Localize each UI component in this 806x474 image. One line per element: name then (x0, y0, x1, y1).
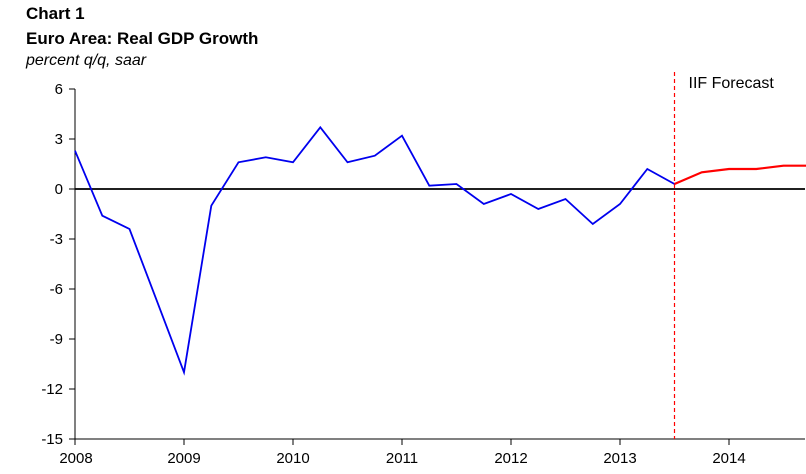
x-tick-label: 2012 (494, 450, 527, 467)
x-tick-label: 2010 (276, 450, 309, 467)
x-tick-label: 2011 (386, 450, 418, 467)
y-tick-label: 3 (55, 131, 63, 148)
y-tick-label: -3 (50, 231, 63, 248)
y-tick-label: -9 (50, 331, 63, 348)
series-line-actual (74, 125, 675, 376)
chart-subtitle: percent q/q, saar (26, 52, 147, 69)
chart-label: Chart 1 (26, 4, 85, 23)
forecast-annotation-label: IIF Forecast (689, 75, 775, 92)
series-lines-group (74, 125, 806, 376)
x-tick-label: 2014 (712, 450, 745, 467)
y-tick-label: 0 (55, 181, 63, 198)
y-tick-label: 6 (55, 81, 63, 98)
y-tick-label: -15 (41, 431, 63, 448)
chart-title: Euro Area: Real GDP Growth (26, 29, 259, 48)
y-tick-label: -12 (41, 381, 63, 398)
series-line-iif-forecast (674, 164, 806, 186)
y-tick-label: -6 (50, 281, 63, 298)
x-tick-label: 2009 (167, 450, 200, 467)
x-tick-label: 2013 (603, 450, 636, 467)
forecast-divider-group: IIF Forecast (673, 72, 775, 439)
axes-group: 6 3 0 -3 -6 -9 -12 -15 2008 2009 2010 2011 2012 2013 2… (41, 81, 805, 467)
x-tick-label: 2008 (59, 450, 92, 467)
